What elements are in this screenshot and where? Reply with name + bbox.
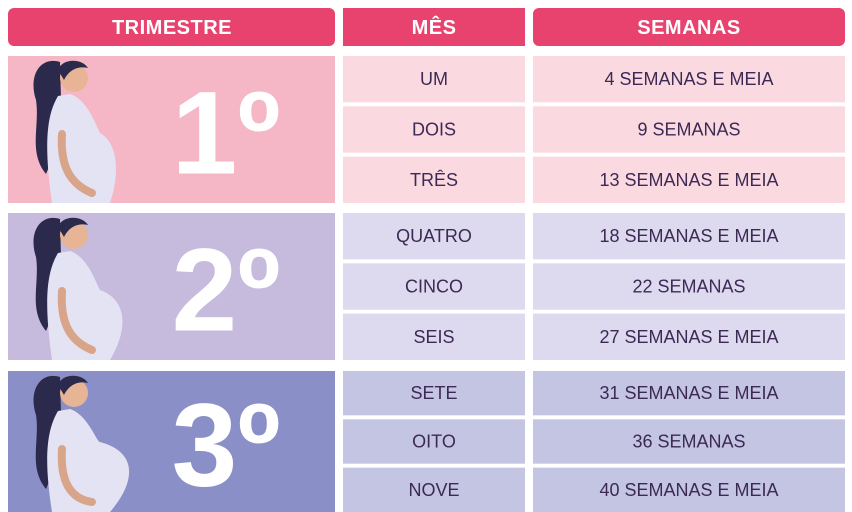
weeks-cell bbox=[533, 419, 845, 464]
month-cell bbox=[343, 263, 525, 310]
month-cell bbox=[343, 313, 525, 360]
month-text: OITO bbox=[412, 432, 456, 452]
month-text: UM bbox=[420, 69, 448, 89]
weeks-cell bbox=[533, 213, 845, 260]
weeks-text: 40 SEMANAS E MEIA bbox=[599, 480, 778, 500]
month-cell bbox=[343, 156, 525, 203]
hair-top bbox=[58, 60, 88, 80]
trimester-label: 3º bbox=[172, 380, 281, 512]
month-text: DOIS bbox=[412, 120, 456, 140]
arm bbox=[57, 287, 96, 354]
weeks-cell bbox=[533, 106, 845, 153]
weeks-cell bbox=[533, 263, 845, 310]
month-text: CINCO bbox=[405, 277, 463, 297]
month-text: QUATRO bbox=[396, 226, 472, 246]
weeks-cell bbox=[533, 156, 845, 203]
month-text: NOVE bbox=[408, 480, 459, 500]
month-cell bbox=[343, 371, 525, 416]
arm bbox=[57, 130, 96, 197]
weeks-cell bbox=[533, 371, 845, 416]
header-text: TRIMESTRE bbox=[112, 17, 232, 39]
month-cell bbox=[343, 56, 525, 103]
weeks-text: 9 SEMANAS bbox=[637, 120, 740, 140]
weeks-text: 13 SEMANAS E MEIA bbox=[599, 170, 778, 190]
weeks-text: 27 SEMANAS E MEIA bbox=[599, 327, 778, 347]
weeks-text: 31 SEMANAS E MEIA bbox=[599, 383, 778, 403]
trimester-label: 1º bbox=[172, 68, 281, 200]
illustration bbox=[33, 217, 123, 360]
header-text: MÊS bbox=[412, 15, 457, 39]
weeks-text: 22 SEMANAS bbox=[632, 277, 745, 297]
illustration bbox=[33, 60, 116, 203]
weeks-text: 18 SEMANAS E MEIA bbox=[599, 226, 778, 246]
month-cell bbox=[343, 213, 525, 260]
hair-top bbox=[58, 217, 88, 237]
arm bbox=[57, 445, 96, 506]
weeks-cell bbox=[533, 313, 845, 360]
month-cell bbox=[343, 106, 525, 153]
header-cell bbox=[533, 8, 845, 46]
month-cell bbox=[343, 419, 525, 464]
month-text: SEIS bbox=[413, 327, 454, 347]
weeks-cell bbox=[533, 467, 845, 512]
header-text: SEMANAS bbox=[637, 17, 741, 39]
month-text: SETE bbox=[410, 383, 457, 403]
weeks-text: 4 SEMANAS E MEIA bbox=[604, 69, 773, 89]
month-cell bbox=[343, 467, 525, 512]
trimester-label: 2º bbox=[172, 225, 281, 357]
weeks-text: 36 SEMANAS bbox=[632, 432, 745, 452]
weeks-cell bbox=[533, 56, 845, 103]
body bbox=[47, 94, 116, 203]
hair-top bbox=[58, 375, 88, 395]
month-text: TRÊS bbox=[410, 170, 458, 190]
header-cell bbox=[8, 8, 335, 46]
header-cell bbox=[343, 8, 525, 46]
illustration bbox=[33, 375, 130, 512]
